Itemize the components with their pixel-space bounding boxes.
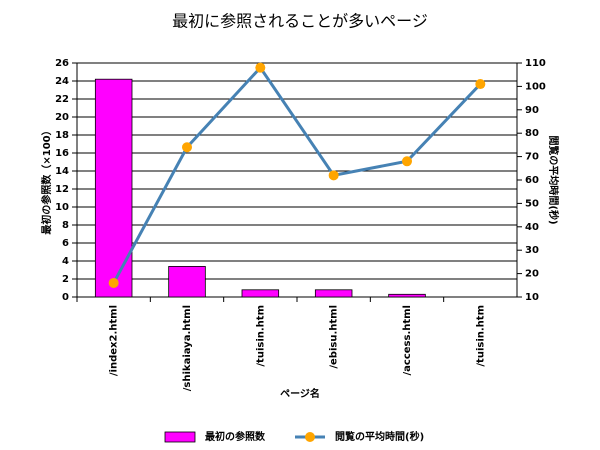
- x-tick-label: /index2.html: [109, 305, 120, 376]
- line: [112, 65, 482, 284]
- x-tick-label: /shikaiaya.html: [182, 305, 193, 391]
- y-tick-label: 2: [62, 274, 69, 285]
- y-axis-title: 最初の参照数（×100）: [40, 125, 53, 234]
- y2-tick-label: 60: [525, 175, 539, 186]
- legend: 最初の参照数 閲覧の平均時間(秒): [164, 430, 424, 443]
- marker: [255, 62, 266, 73]
- x-tick-label: /access.html: [402, 305, 413, 376]
- y2-tick-label: 40: [525, 222, 539, 233]
- y-tick-label: 16: [55, 148, 69, 159]
- bar: [168, 265, 206, 298]
- y2-axis-title: 閲覧の平均時間(秒): [547, 135, 560, 224]
- x-axis-title: ページ名: [280, 387, 320, 400]
- y-tick-label: 24: [55, 76, 69, 87]
- x-tick-label: /tuisin.htm: [475, 305, 486, 367]
- chart-title: 最初に参照されることが多いページ: [172, 12, 428, 31]
- y2-tick-label: 10: [525, 292, 539, 303]
- bar: [94, 78, 133, 298]
- y2-tick-label: 20: [525, 269, 539, 280]
- y2-tick-label: 70: [525, 152, 539, 163]
- y-tick-label: 0: [62, 292, 69, 303]
- y-tick-label: 10: [55, 202, 69, 213]
- marker: [182, 142, 192, 153]
- x-tick-label: /tuisin.htm: [255, 305, 266, 367]
- y-tick-label: 4: [62, 256, 69, 267]
- legend-marker: [305, 432, 315, 442]
- bar: [314, 289, 353, 298]
- y-tick-label: 20: [55, 112, 69, 123]
- y2-tick-label: 90: [525, 105, 539, 116]
- marker: [402, 156, 412, 167]
- y-tick-label: 14: [55, 166, 69, 177]
- y-tick-label: 6: [62, 238, 69, 249]
- legend-label: 閲覧の平均時間(秒): [335, 430, 424, 443]
- y2-tick-label: 50: [525, 198, 539, 209]
- y-tick-label: 18: [55, 130, 69, 141]
- bar: [388, 293, 426, 298]
- marker: [328, 170, 339, 181]
- x-tick-label: /ebisu.html: [329, 305, 340, 369]
- y-tick-label: 26: [55, 58, 69, 69]
- y-tick-label: 8: [62, 220, 69, 231]
- legend-swatch: [164, 431, 196, 443]
- y2-tick-label: 110: [525, 58, 546, 69]
- y2-tick-label: 30: [525, 245, 539, 256]
- marker: [108, 277, 119, 288]
- y-tick-label: 12: [55, 184, 69, 195]
- bar: [241, 289, 280, 298]
- y-tick-label: 22: [55, 94, 69, 105]
- marker: [475, 79, 486, 90]
- y2-tick-label: 100: [525, 81, 546, 92]
- legend-label: 最初の参照数: [205, 430, 266, 443]
- y2-tick-label: 80: [525, 128, 539, 139]
